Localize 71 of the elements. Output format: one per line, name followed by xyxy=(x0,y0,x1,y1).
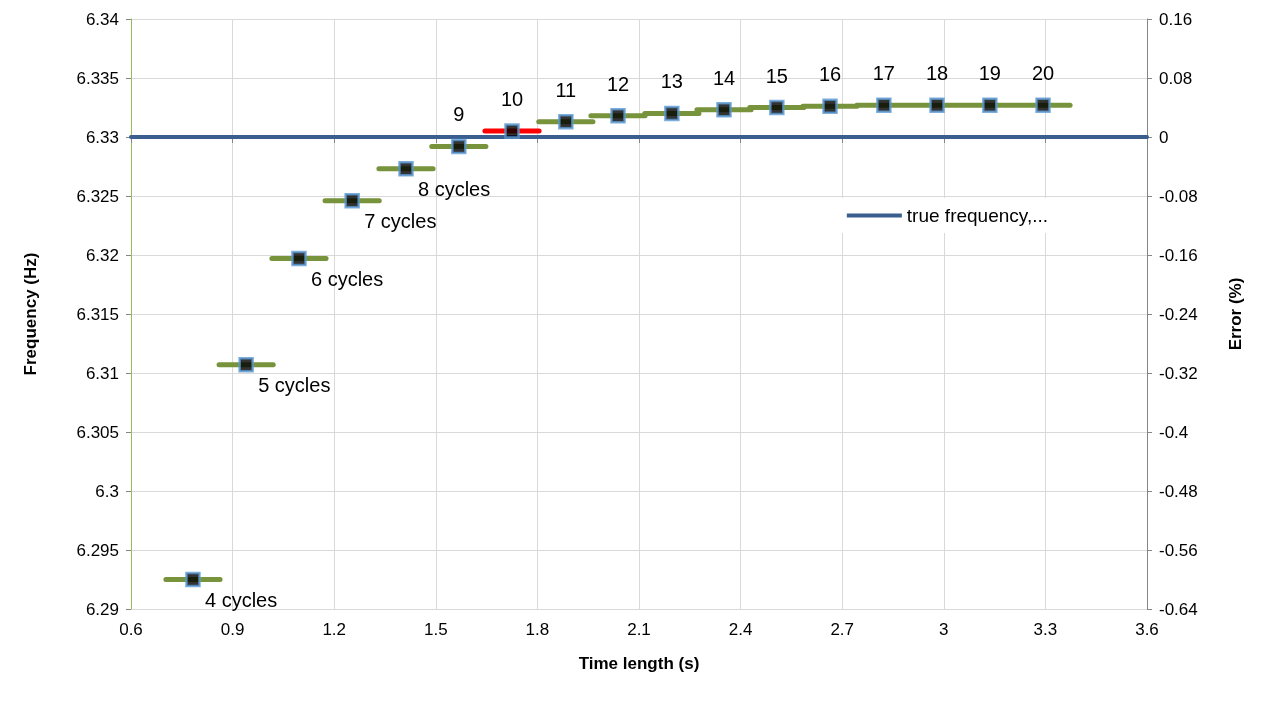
x-tick-label: 1.8 xyxy=(525,620,550,639)
annotation: 4 cycles xyxy=(204,588,278,611)
annotation: 9 xyxy=(453,103,465,126)
point xyxy=(344,192,360,209)
annotation: 13 xyxy=(660,70,683,93)
y2-tick-label: 0.08 xyxy=(1159,68,1193,88)
x-tick-label: 2.1 xyxy=(627,620,651,639)
point xyxy=(664,105,680,122)
annotation: 17 xyxy=(872,62,895,85)
x-tick-label: 1.2 xyxy=(322,620,347,639)
y-tick-label: 6.295 xyxy=(76,540,119,560)
annotation: 14 xyxy=(712,66,736,89)
annotation: 10 xyxy=(500,88,524,111)
y2-tick-label: -0.4 xyxy=(1159,422,1189,442)
y-tick-label: 6.32 xyxy=(85,245,119,265)
annotation: 16 xyxy=(818,63,842,86)
y2-tick-label: -0.32 xyxy=(1159,363,1198,383)
y2-tick-label: -0.24 xyxy=(1159,304,1198,324)
y2-axis-title: Error (%) xyxy=(1226,277,1245,351)
y-tick-label: 6.33 xyxy=(85,127,119,147)
y-tick-label: 6.335 xyxy=(76,68,119,88)
point xyxy=(876,97,892,113)
point xyxy=(398,161,414,177)
annotation: 5 cycles xyxy=(258,373,331,396)
x-tick-label: 3.6 xyxy=(1135,620,1159,639)
point xyxy=(982,97,998,113)
x-tick-label: 0.9 xyxy=(220,620,245,639)
x-tick-label: 1.5 xyxy=(423,620,448,639)
y-tick-label: 6.31 xyxy=(85,363,119,383)
point xyxy=(1035,97,1051,113)
y-axis-title: Frequency (Hz) xyxy=(21,252,40,376)
y-tick-label: 6.305 xyxy=(76,422,119,442)
point xyxy=(451,138,467,155)
annotation: 7 cycles xyxy=(364,209,437,232)
y-tick-label: 6.34 xyxy=(85,9,119,29)
x-axis-title: Time length (s) xyxy=(578,654,700,673)
y2-tick-label: -0.56 xyxy=(1159,540,1198,560)
y2-tick-label: 0.16 xyxy=(1159,9,1193,29)
point xyxy=(504,123,520,139)
annotation: 8 cycles xyxy=(418,177,491,200)
point xyxy=(238,356,254,373)
point xyxy=(185,571,201,588)
point xyxy=(929,97,945,113)
y2-tick-label: -0.08 xyxy=(1159,186,1198,206)
y-tick-label: 6.325 xyxy=(76,186,119,206)
x-tick-label: 3 xyxy=(939,620,949,639)
legend-label: true frequency,... xyxy=(906,205,1049,226)
point xyxy=(558,113,574,130)
y2-tick-label: -0.64 xyxy=(1159,599,1198,619)
point xyxy=(769,99,785,116)
annotation: 19 xyxy=(978,62,1001,85)
y2-tick-label: -0.48 xyxy=(1159,481,1198,501)
annotation: 11 xyxy=(555,78,577,101)
point xyxy=(822,98,838,115)
x-tick-label: 2.7 xyxy=(830,620,855,639)
annotation: 6 cycles xyxy=(310,267,384,290)
x-tick-label: 3.3 xyxy=(1033,620,1058,639)
y2-tick-label: 0 xyxy=(1159,127,1169,147)
point xyxy=(716,102,732,118)
x-tick-label: 0.6 xyxy=(119,620,143,639)
y-tick-label: 6.315 xyxy=(76,304,119,324)
point xyxy=(291,250,307,267)
annotation: 12 xyxy=(606,72,630,95)
annotation: 18 xyxy=(925,62,949,85)
y2-tick-label: -0.16 xyxy=(1159,245,1198,265)
x-tick-label: 2.4 xyxy=(728,620,753,639)
point xyxy=(610,108,626,124)
y-tick-label: 6.3 xyxy=(95,481,119,501)
annotation: 20 xyxy=(1031,62,1055,85)
y-tick-label: 6.29 xyxy=(85,599,119,619)
annotation: 15 xyxy=(765,64,788,87)
